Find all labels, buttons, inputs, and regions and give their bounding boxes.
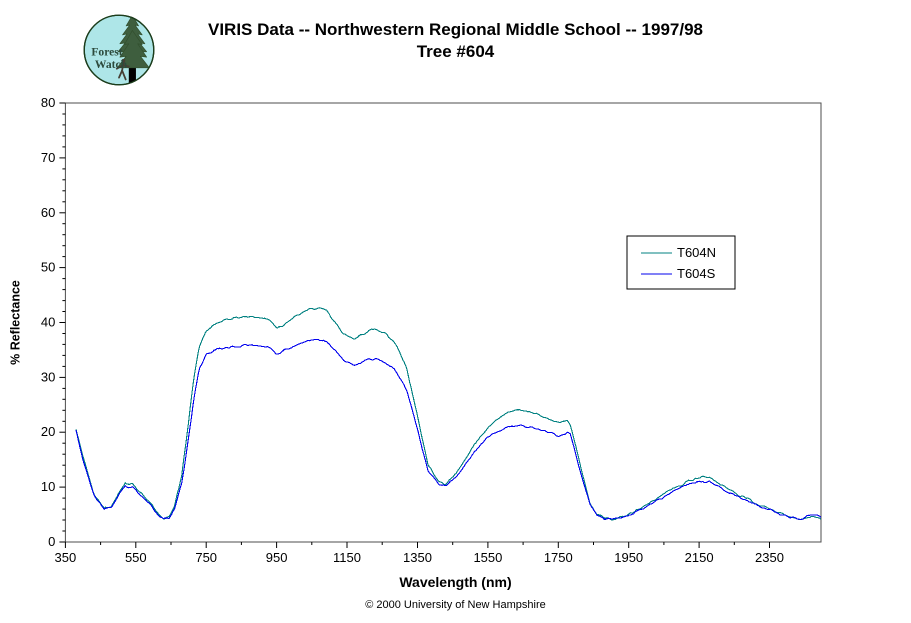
svg-text:1350: 1350 [403, 550, 432, 565]
svg-text:T604N: T604N [677, 245, 716, 260]
svg-text:1150: 1150 [333, 550, 361, 565]
svg-text:550: 550 [125, 550, 147, 565]
svg-text:950: 950 [266, 550, 288, 565]
svg-text:10: 10 [41, 479, 55, 494]
svg-text:1750: 1750 [544, 550, 573, 565]
svg-text:750: 750 [195, 550, 217, 565]
svg-text:80: 80 [41, 95, 55, 110]
svg-text:T604S: T604S [677, 266, 716, 281]
svg-text:60: 60 [41, 205, 55, 220]
svg-text:2350: 2350 [755, 550, 784, 565]
svg-text:70: 70 [41, 150, 55, 165]
svg-text:0: 0 [48, 534, 55, 549]
svg-text:1950: 1950 [614, 550, 643, 565]
svg-text:1550: 1550 [473, 550, 502, 565]
svg-text:350: 350 [55, 550, 77, 565]
svg-text:2150: 2150 [685, 550, 714, 565]
svg-text:50: 50 [41, 260, 55, 275]
svg-text:30: 30 [41, 369, 55, 384]
svg-text:20: 20 [41, 424, 55, 439]
svg-text:40: 40 [41, 315, 55, 330]
